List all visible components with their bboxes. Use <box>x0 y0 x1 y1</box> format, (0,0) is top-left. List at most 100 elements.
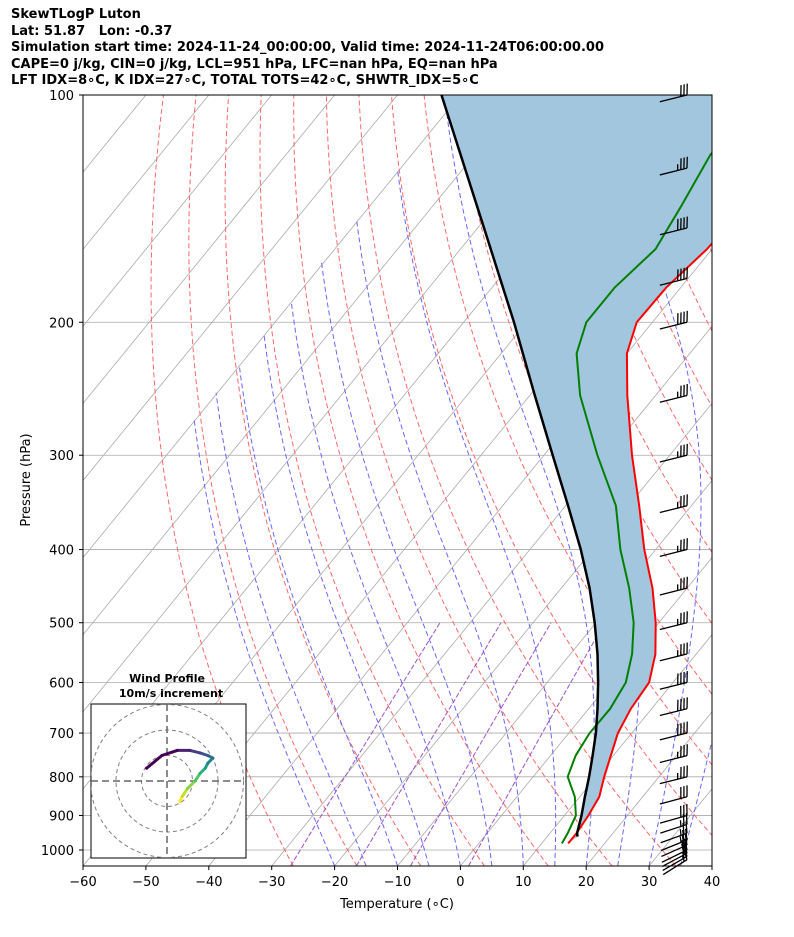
barb-staff <box>659 708 688 717</box>
wind-barb <box>659 83 688 103</box>
barb-staff <box>659 321 688 330</box>
hodograph-trace <box>145 754 164 770</box>
mixing-ratio-line <box>290 622 441 866</box>
chart-title: SkewTLogP Luton <box>11 7 141 22</box>
wind-barb <box>659 267 688 286</box>
wind-barb <box>659 765 688 785</box>
y-tick-label: 500 <box>49 617 74 632</box>
barb-staff <box>659 622 688 631</box>
barb-staff <box>659 755 688 764</box>
barb-half-flag <box>679 829 682 836</box>
time-line: Simulation start time: 2024-11-24_00:00:… <box>11 40 604 55</box>
x-axis-label: Temperature (∘C) <box>339 897 454 912</box>
y-tick-label: 700 <box>49 727 74 742</box>
barb-flag <box>682 822 685 835</box>
barb-staff <box>661 852 688 867</box>
barb-flag <box>682 829 685 842</box>
isotherm-line <box>460 556 712 866</box>
isotherm-line <box>397 479 712 866</box>
temperature-line <box>567 242 712 845</box>
barb-staff <box>659 548 688 557</box>
x-tick-label: −60 <box>69 875 96 890</box>
wind-barb <box>659 538 688 557</box>
wind-barb <box>661 842 688 867</box>
isotherm-line <box>208 248 712 866</box>
isotherm-line <box>83 95 461 559</box>
wind-barb <box>659 310 688 330</box>
moist-adiabat <box>320 261 493 866</box>
x-tick-label: −40 <box>195 875 222 890</box>
wind-barb <box>659 804 688 824</box>
isotherm-line <box>83 95 273 327</box>
barb-staff <box>659 394 688 403</box>
barb-staff <box>659 653 688 662</box>
location-line: Lat: 51.87 Lon: -0.37 <box>11 23 173 39</box>
y-tick-label: 300 <box>49 449 74 464</box>
wind-barb <box>660 828 688 852</box>
barb-staff <box>659 505 688 514</box>
barb-flag <box>685 828 688 841</box>
dry-adiabat <box>188 95 358 866</box>
x-tick-label: −50 <box>132 875 159 890</box>
barb-staff <box>659 454 688 463</box>
y-tick-label: 900 <box>49 809 74 824</box>
barb-staff <box>662 859 688 876</box>
barb-staff <box>662 855 688 872</box>
parcel-line <box>440 95 600 837</box>
wind-barb <box>659 443 688 463</box>
barb-staff <box>659 732 688 741</box>
wind-barb <box>659 611 688 631</box>
y-tick-label: 200 <box>49 316 74 331</box>
barb-staff <box>661 849 688 863</box>
barb-staff <box>660 823 688 834</box>
mixing-ratio-line <box>409 622 552 866</box>
isotherm-line <box>83 95 524 636</box>
barb-flag <box>681 834 685 847</box>
wind-barb <box>659 576 688 596</box>
barb-flag <box>685 821 688 834</box>
wind-barb <box>659 642 688 662</box>
hodograph-plot <box>91 704 246 858</box>
x-tick-label: −20 <box>321 875 348 890</box>
isotherm-line <box>83 95 398 482</box>
wind-barb <box>660 821 688 844</box>
x-tick-label: 30 <box>641 875 658 890</box>
isotherm-line <box>585 711 712 866</box>
wind-barb <box>659 216 688 236</box>
barb-staff <box>659 776 688 785</box>
barb-staff <box>661 844 688 858</box>
dry-adiabat <box>150 95 294 866</box>
y-tick-label: 800 <box>49 771 74 786</box>
barb-staff <box>659 94 688 103</box>
y-tick-label: 600 <box>49 677 74 692</box>
y-tick-label: 1000 <box>41 844 74 859</box>
barb-staff <box>659 277 688 286</box>
barb-staff <box>659 227 688 236</box>
x-tick-label: 40 <box>704 875 721 890</box>
hodograph-trace <box>180 787 189 798</box>
dry-adiabat <box>259 95 485 866</box>
moist-adiabat <box>238 365 398 866</box>
hodograph-title: Wind Profile <box>129 672 205 685</box>
moist-adiabat <box>356 219 524 866</box>
dry-adiabat <box>717 95 794 866</box>
isotherm-line <box>711 865 712 866</box>
hodograph-trace <box>185 779 197 791</box>
isotherm-line <box>522 634 712 866</box>
mixing-ratio-line <box>355 622 502 866</box>
barb-flag <box>684 833 688 846</box>
moist-adiabat <box>263 335 430 866</box>
x-tick-label: 10 <box>515 875 532 890</box>
mixing-ratio-line <box>468 622 606 866</box>
chart-header: SkewTLogP Luton Lat: 51.87 Lon: -0.37 Si… <box>11 7 604 90</box>
x-tick-label: −10 <box>384 875 411 890</box>
dry-adiabat <box>325 95 613 866</box>
dry-adiabat <box>293 95 549 866</box>
barb-flag <box>681 843 685 855</box>
barb-half-flag <box>679 836 682 843</box>
isotherm-line <box>83 95 335 405</box>
wind-barb <box>659 697 688 717</box>
x-tick-label: 0 <box>456 875 464 890</box>
moist-adiabat <box>193 420 336 866</box>
